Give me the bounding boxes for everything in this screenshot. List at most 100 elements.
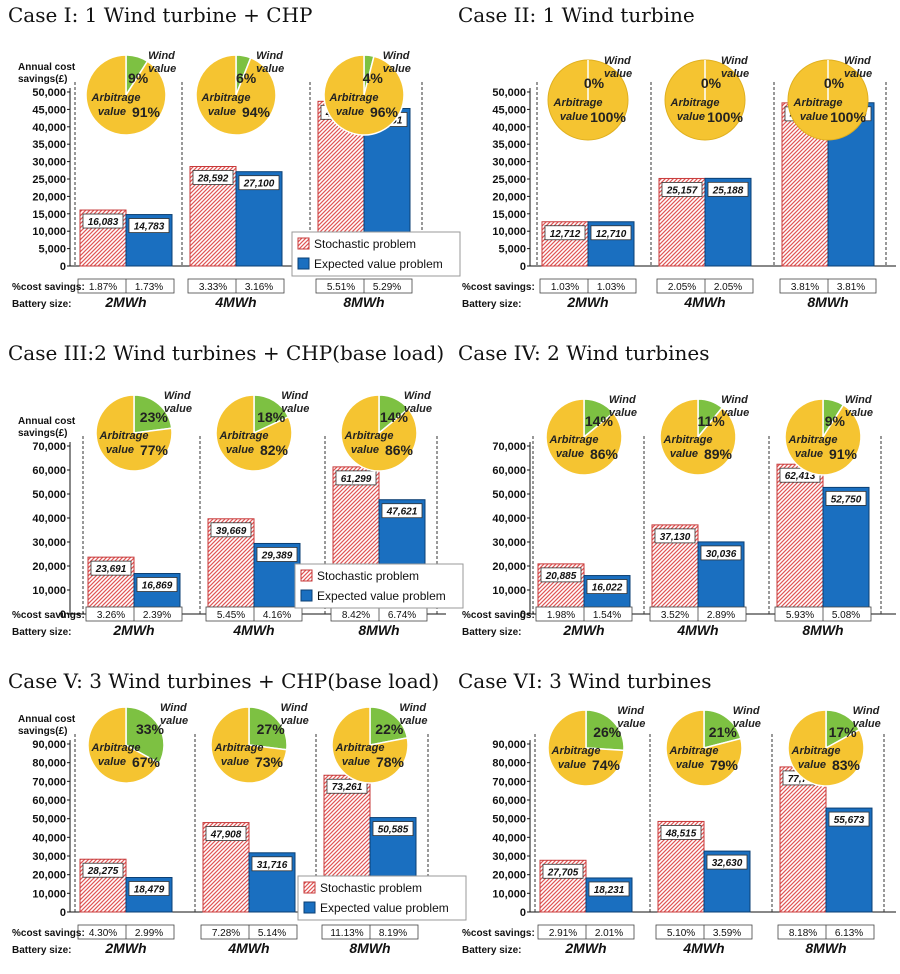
battery-size-label: 8MWh — [358, 622, 399, 638]
pie-slice-arbitrage — [323, 54, 405, 136]
cost-savings-stochastic: 4.30% — [89, 928, 117, 939]
pie-label-arbitrage: Arbitrage — [788, 434, 838, 446]
pie-slice-arbitrage — [665, 709, 743, 787]
pie-label-arbitrage-value: value — [342, 756, 370, 768]
data-label-expected: 29,389 — [261, 550, 293, 561]
pie-label-arbitrage-value: value — [558, 759, 586, 771]
pie-value-arbitrage: 77% — [140, 442, 169, 458]
y-tick-label: 10,000 — [492, 585, 526, 597]
cost-savings-stochastic: 2.05% — [668, 282, 696, 293]
pie-label-wind-value: value — [404, 403, 432, 415]
data-label-expected: 47,621 — [386, 507, 418, 518]
cost-savings-expected: 3.81% — [837, 282, 865, 293]
pie-label-wind-value: value — [844, 68, 872, 80]
bar-stochastic — [776, 463, 824, 615]
pie-slice-arbitrage — [87, 706, 161, 784]
y-tick-label: 50,000 — [32, 87, 66, 99]
y-tick-label: 0 — [520, 907, 526, 919]
pie-label-arbitrage-value: value — [670, 448, 698, 460]
y-tick-label: 20,000 — [32, 561, 66, 573]
data-label-stochastic: 39,669 — [216, 526, 247, 537]
pie-label-wind: Wind — [160, 702, 187, 714]
y-tick-label: 50,000 — [32, 489, 66, 501]
data-label-expected: 18,231 — [594, 885, 625, 896]
legend-swatch-stochastic — [297, 237, 310, 250]
battery-size-header: Battery size: — [462, 299, 521, 310]
pie-label-wind: Wind — [853, 705, 880, 717]
y-axis-label: savings(£) — [18, 428, 67, 439]
pie-value-wind: 33% — [136, 721, 165, 737]
pie-label-arbitrage-value: value — [677, 111, 705, 123]
y-tick-label: 40,000 — [492, 832, 526, 844]
pie-slice-arbitrage — [95, 394, 173, 472]
pie-label-arbitrage-value: value — [795, 448, 823, 460]
y-tick-label: 10,000 — [32, 226, 66, 238]
legend-box — [297, 875, 467, 921]
data-label-stochastic-box — [192, 170, 234, 185]
data-label-stochastic: 20,885 — [545, 571, 577, 582]
cost-savings-header: %cost savings: — [12, 610, 85, 621]
legend-box — [291, 231, 461, 277]
y-tick-label: 15,000 — [32, 209, 66, 221]
pie-label-wind: Wind — [609, 394, 636, 406]
y-tick-label: 30,000 — [492, 537, 526, 549]
battery-size-label: 2MWh — [112, 622, 154, 638]
pie-label-wind-value: value — [383, 63, 411, 75]
cost-savings-stochastic: 11.13% — [330, 928, 363, 939]
cost-savings-expected: 3.59% — [713, 928, 741, 939]
cost-savings-expected: 6.13% — [835, 928, 863, 939]
data-label-stochastic: 27,705 — [547, 867, 579, 878]
pie-label-wind: Wind — [256, 50, 283, 62]
y-tick-label: 0 — [60, 261, 66, 273]
y-tick-label: 20,000 — [492, 561, 526, 573]
legend-label-expected: Expected value problem — [317, 589, 446, 603]
data-label-expected-box — [256, 547, 298, 562]
pie-value-wind: 23% — [140, 409, 169, 425]
pie-value-wind: 18% — [257, 409, 286, 425]
cost-savings-stochastic: 8.42% — [342, 610, 370, 621]
data-label-expected: 50,585 — [378, 825, 409, 836]
y-tick-label: 0 — [520, 609, 526, 621]
battery-size-label: 2MWh — [564, 940, 606, 956]
cost-savings-stochastic: 2.91% — [549, 928, 577, 939]
pie-label-wind-value: value — [721, 68, 749, 80]
y-tick-label: 40,000 — [492, 122, 526, 134]
pie-label-wind: Wind — [281, 390, 308, 402]
y-tick-label: 10,000 — [32, 585, 66, 597]
cost-savings-header: %cost savings: — [462, 282, 535, 293]
pie-value-arbitrage: 94% — [242, 104, 271, 120]
pie-label-arbitrage: Arbitrage — [663, 434, 713, 446]
data-label-stochastic: 23,691 — [95, 564, 127, 575]
pie-label-wind-value: value — [281, 715, 309, 727]
battery-size-label: 8MWh — [349, 940, 390, 956]
y-axis-label: Annual cost — [18, 416, 76, 427]
pie-value-arbitrage: 74% — [592, 757, 621, 773]
pie-value-arbitrage: 100% — [590, 109, 626, 125]
data-label-stochastic-box — [90, 560, 132, 576]
cost-savings-stochastic: 3.26% — [97, 610, 125, 621]
pie-label-arbitrage-value: value — [106, 444, 134, 456]
chart-panel-1: Case I: 1 Wind turbine + CHP Annual costs… — [8, 3, 461, 310]
pie-label-wind-value: value — [609, 407, 637, 419]
pie-slice-arbitrage — [784, 398, 862, 476]
y-tick-label: 40,000 — [32, 832, 66, 844]
pie-slice-arbitrage — [85, 54, 167, 136]
pie-value-wind: 9% — [825, 413, 846, 429]
battery-size-header: Battery size: — [12, 627, 71, 638]
cost-savings-expected: 2.05% — [714, 282, 742, 293]
battery-size-label: 2MWh — [566, 294, 608, 310]
battery-size-label: 4MWh — [214, 294, 256, 310]
pie-label-arbitrage-value: value — [556, 448, 584, 460]
battery-size-label: 2MWh — [104, 940, 146, 956]
bar-expected — [822, 486, 870, 615]
pie-label-wind-value: value — [148, 63, 176, 75]
data-label-stochastic-box — [82, 213, 124, 229]
cost-savings-stochastic: 3.52% — [661, 610, 689, 621]
y-tick-label: 60,000 — [492, 465, 526, 477]
y-tick-label: 30,000 — [32, 537, 66, 549]
y-tick-label: 70,000 — [492, 776, 526, 788]
pie-value-arbitrage: 96% — [370, 104, 399, 120]
legend-label-stochastic: Stochastic problem — [317, 569, 419, 583]
pie-label-wind-value: value — [845, 407, 873, 419]
